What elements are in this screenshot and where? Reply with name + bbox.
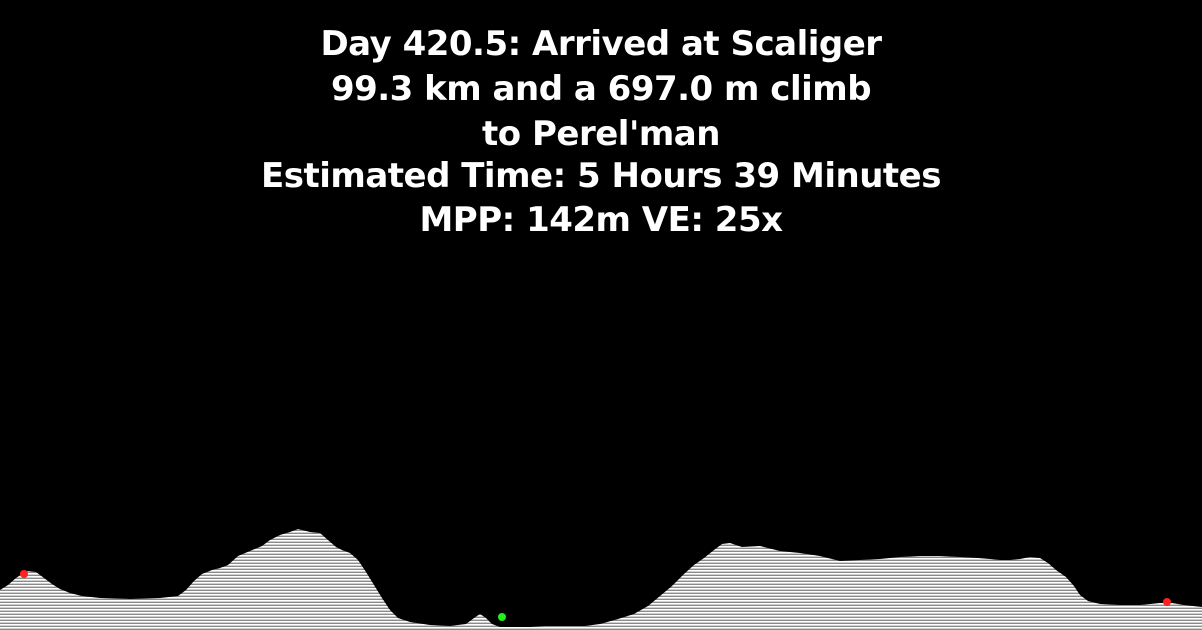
day-status-title: Day 420.5: Arrived at Scaliger (320, 24, 882, 64)
elevation-terrain-area (0, 529, 1202, 630)
current-position-marker (498, 613, 506, 621)
segment-distance-climb: 99.3 km and a 697.0 m climb (330, 69, 872, 109)
destination-label: to Perel'man (482, 114, 720, 154)
estimated-time-label: Estimated Time: 5 Hours 39 Minutes (261, 156, 941, 196)
start-waypoint-marker (20, 570, 28, 578)
end-waypoint-marker (1163, 598, 1171, 606)
route-info-panel: Day 420.5: Arrived at Scaliger 99.3 km a… (0, 22, 1202, 244)
scale-info-label: MPP: 142m VE: 25x (419, 200, 783, 240)
